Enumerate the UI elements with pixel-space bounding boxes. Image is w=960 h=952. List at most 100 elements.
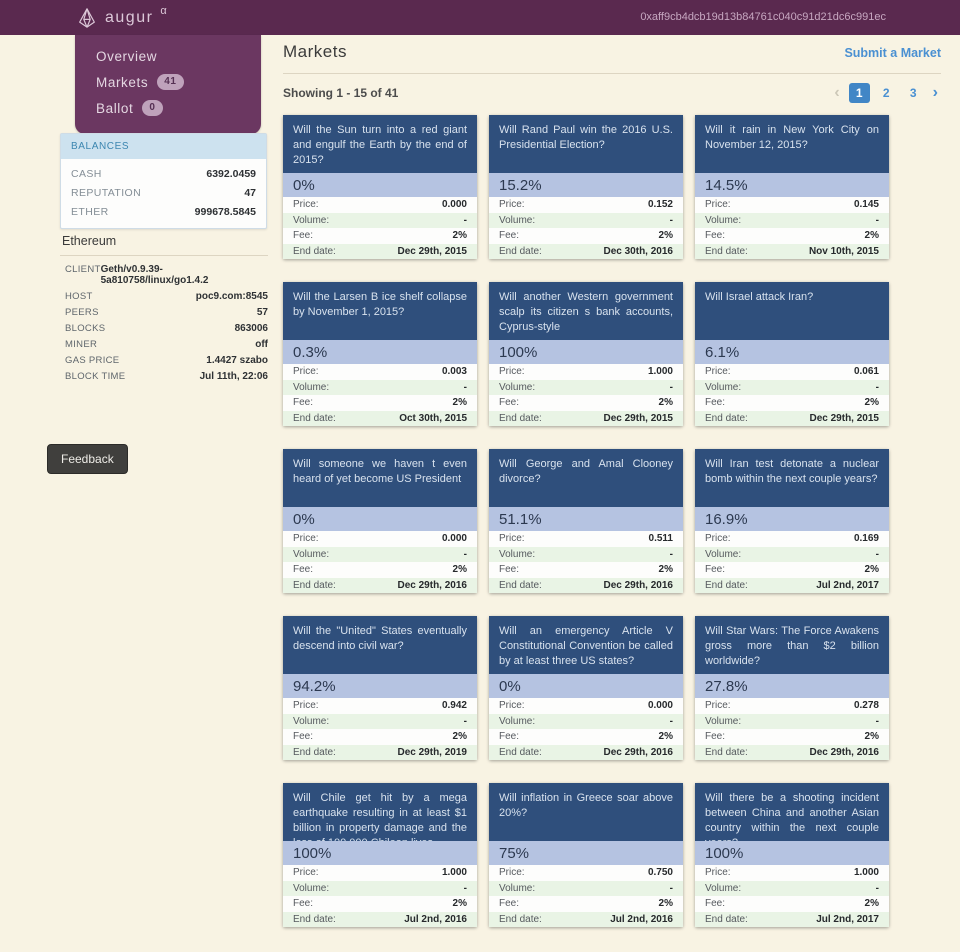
fee-row: Fee: 2% [283,395,477,411]
market-percent: 100% [695,841,889,865]
row-label: ETHER [71,205,109,218]
volume-label: Volume: [293,882,330,894]
price-label: Price: [705,199,731,210]
ethereum-panel: Ethereum CLIENT Geth/v0.9.39-5a810758/li… [60,234,268,384]
market-question: Will the Larsen B ice shelf collapse by … [283,282,477,340]
market-percent: 0% [283,507,477,531]
row-value: off [255,338,268,350]
page-button[interactable]: 3 [909,86,917,100]
fee-value: 2% [864,731,879,742]
nav-item[interactable]: Markets 41 [75,69,261,95]
volume-label: Volume: [499,381,536,393]
market-card[interactable]: Will it rain in New York City on Novembe… [695,115,889,259]
market-card[interactable]: Will an emergency Article V Constitution… [489,616,683,760]
market-question: Will Iran test detonate a nuclear bomb w… [695,449,889,507]
end-date-row: End date: Dec 29th, 2015 [283,243,477,259]
end-date-value: Oct 30th, 2015 [399,412,467,424]
volume-value: - [875,882,879,894]
end-date-row: End date: Dec 29th, 2019 [283,744,477,760]
end-date-row: End date: Jul 2nd, 2016 [283,911,477,927]
price-row: Price: 0.000 [489,698,683,714]
volume-label: Volume: [499,214,536,226]
end-date-row: End date: Dec 29th, 2015 [695,410,889,426]
price-label: Price: [499,199,525,210]
market-details: Price: 1.000 Volume: - Fee: 2% End date: Jul… [283,865,477,927]
market-card[interactable]: Will inflation in Greece soar above 20%?… [489,783,683,927]
end-date-value: Jul 2nd, 2016 [404,913,467,925]
market-details: Price: 0.152 Volume: - Fee: 2% End date: Dec… [489,197,683,259]
page-buttons: 1 2 3 [848,83,924,103]
market-card[interactable]: Will Israel attack Iran? 6.1% Price: 0.06… [695,282,889,426]
market-card[interactable]: Will Chile get hit by a mega earthquake … [283,783,477,927]
price-label: Price: [293,199,319,210]
market-details: Price: 0.061 Volume: - Fee: 2% End date: Dec… [695,364,889,426]
volume-value: - [463,548,467,560]
volume-value: - [463,381,467,393]
fee-row: Fee: 2% [283,729,477,745]
main-header: Markets Submit a Market [283,42,941,74]
augur-logo[interactable]: augur α [76,0,167,35]
nav-item[interactable]: Overview [75,44,261,69]
end-date-row: End date: Jul 2nd, 2016 [489,911,683,927]
end-date-value: Dec 29th, 2015 [397,245,468,257]
market-details: Price: 0.003 Volume: - Fee: 2% End date: Oct… [283,364,477,426]
row-label: CASH [71,167,102,180]
volume-value: - [669,715,673,727]
market-percent: 100% [489,340,683,364]
prev-page-icon[interactable]: ‹ [834,84,840,101]
fee-label: Fee: [705,898,726,909]
row-value: 863006 [234,322,268,334]
submit-market-link[interactable]: Submit a Market [844,46,941,60]
nav-item-badge: 41 [157,74,184,90]
feedback-button[interactable]: Feedback [47,444,128,474]
market-details: Price: 0.169 Volume: - Fee: 2% End date: Jul… [695,531,889,593]
end-date-row: End date: Dec 29th, 2016 [489,577,683,593]
volume-value: - [875,715,879,727]
market-details: Price: 0.145 Volume: - Fee: 2% End date: Nov… [695,197,889,259]
volume-row: Volume: - [283,379,477,395]
page-button[interactable]: 1 [848,83,870,103]
market-percent: 27.8% [695,674,889,698]
market-question: Will another Western government scalp it… [489,282,683,340]
market-card[interactable]: Will the Sun turn into a red giant and e… [283,115,477,259]
price-row: Price: 0.152 [489,197,683,213]
next-page-icon[interactable]: › [932,84,938,101]
market-card[interactable]: Will George and Amal Clooney divorce? 51… [489,449,683,593]
market-question: Will the "United" States eventually desc… [283,616,477,674]
row-value: poc9.com:8545 [195,290,268,302]
volume-row: Volume: - [489,212,683,228]
page-button[interactable]: 2 [882,86,890,100]
market-card[interactable]: Will the Larsen B ice shelf collapse by … [283,282,477,426]
price-row: Price: 0.061 [695,364,889,380]
market-card[interactable]: Will there be a shooting incident betwee… [695,783,889,927]
key-value-row: BLOCKS 863006 [60,320,268,336]
market-card[interactable]: Will another Western government scalp it… [489,282,683,426]
key-value-row: CASH 6392.0459 [71,164,256,183]
market-question: Will Rand Paul win the 2016 U.S. Preside… [489,115,683,173]
market-card[interactable]: Will someone we haven t even heard of ye… [283,449,477,593]
market-question: Will it rain in New York City on Novembe… [695,115,889,173]
market-card[interactable]: Will the "United" States eventually desc… [283,616,477,760]
fee-label: Fee: [705,397,726,408]
market-card[interactable]: Will Star Wars: The Force Awakens gross … [695,616,889,760]
market-details: Price: 0.278 Volume: - Fee: 2% End date: Dec… [695,698,889,760]
row-value: Jul 11th, 22:06 [199,370,268,382]
row-label: GAS PRICE [65,354,120,366]
end-date-value: Dec 29th, 2015 [809,412,880,424]
price-row: Price: 0.750 [489,865,683,881]
nav-item[interactable]: Ballot 0 [75,95,261,121]
fee-row: Fee: 2% [489,395,683,411]
end-date-label: End date: [293,913,336,925]
end-date-label: End date: [293,412,336,424]
volume-row: Volume: - [283,546,477,562]
end-date-label: End date: [293,245,336,257]
row-value: 999678.5845 [194,205,256,218]
fee-value: 2% [658,731,673,742]
fee-row: Fee: 2% [489,896,683,912]
market-card[interactable]: Will Rand Paul win the 2016 U.S. Preside… [489,115,683,259]
pagination: ‹ 1 2 3 › [831,83,941,103]
price-row: Price: 0.511 [489,531,683,547]
price-label: Price: [499,366,525,377]
price-value: 0.278 [853,700,879,711]
market-card[interactable]: Will Iran test detonate a nuclear bomb w… [695,449,889,593]
